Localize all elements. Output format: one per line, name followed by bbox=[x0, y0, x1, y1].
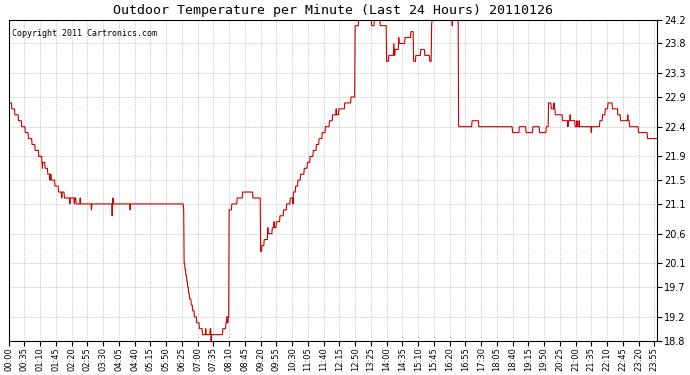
Title: Outdoor Temperature per Minute (Last 24 Hours) 20110126: Outdoor Temperature per Minute (Last 24 … bbox=[112, 4, 553, 17]
Text: Copyright 2011 Cartronics.com: Copyright 2011 Cartronics.com bbox=[12, 29, 157, 38]
